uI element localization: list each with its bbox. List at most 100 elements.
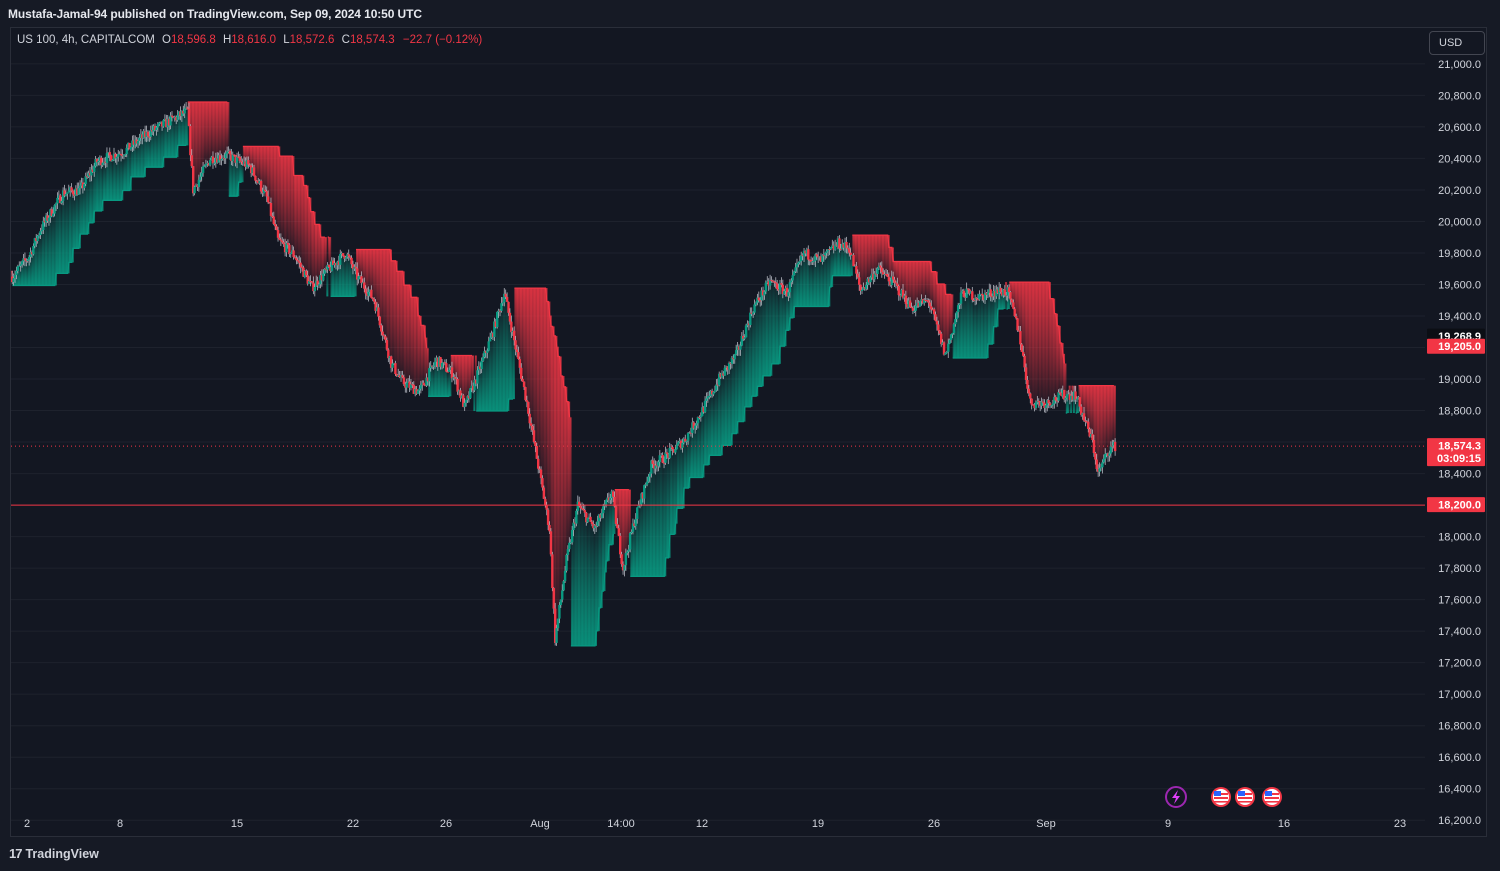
bearish-candle [985,292,988,295]
bullish-candle [184,107,188,109]
bearish-candle [172,116,175,118]
tradingview-logo[interactable]: 17 TradingView [9,846,99,861]
bullish-candle [40,230,44,232]
bullish-band-fill [631,523,634,577]
bullish-band-fill [570,529,573,646]
bearish-candle [248,164,251,166]
bullish-band-fill [993,291,996,327]
bearish-candle [679,440,683,449]
bearish-candle [415,389,418,394]
bearish-candle [1031,404,1035,406]
bullish-candle [322,273,325,281]
bullish-band-fill [952,324,955,358]
bearish-band-fill [309,197,312,282]
bullish-band-fill [753,304,756,397]
bearish-band-fill [1053,298,1056,404]
bearish-candle [546,509,550,525]
bearish-candle [719,373,722,378]
bullish-band-fill [90,169,93,223]
bearish-band-fill [1099,385,1102,469]
bullish-candle [640,493,643,505]
bearish-band-fill [216,102,219,163]
bullish-candle [973,298,977,300]
bearish-band-fill [474,355,477,384]
bearish-band-fill [921,261,924,304]
bullish-band-fill [826,249,829,307]
bullish-band-fill [166,118,169,158]
bearish-band-fill [375,249,378,311]
bearish-band-fill [1046,282,1049,406]
low-value: 18,572.6 [289,34,335,46]
bullish-band-fill [169,115,172,158]
bearish-candle [549,531,553,555]
bullish-band-fill [237,156,240,197]
bearish-band-fill [918,261,921,307]
bullish-candle [866,278,869,285]
currency-button[interactable]: USD [1429,31,1485,55]
bullish-candle [57,195,61,198]
bullish-candle [903,295,906,298]
bullish-band-fill [635,507,639,577]
bearish-candle [88,173,92,176]
lightning-icon[interactable] [1165,786,1187,808]
bearish-band-fill [293,175,296,259]
x-tick-label: 16 [1278,818,1290,830]
bullish-candle [213,162,216,164]
bullish-candle [647,476,650,482]
bullish-candle [117,154,120,157]
bullish-band-fill [764,282,767,376]
bullish-band-fill [688,432,691,489]
bullish-candle [733,354,736,360]
bullish-candle [600,513,604,518]
bearish-candle [835,244,838,246]
bearish-band-fill [552,326,555,609]
bearish-candle [363,282,366,289]
y-tick-label: 20,800.0 [1438,90,1481,102]
us-flag-icon[interactable] [1262,787,1282,807]
y-tick-label: 20,200.0 [1438,185,1481,197]
us-flag-icon[interactable] [1211,787,1231,807]
bearish-candle [522,381,526,388]
bearish-band-fill [467,355,470,399]
bearish-band-fill [534,288,537,447]
bullish-candle [464,400,468,403]
bearish-band-fill [367,249,370,296]
bullish-candle [944,352,947,355]
bullish-band-fill [129,147,132,191]
bullish-band-fill [582,508,585,646]
bullish-band-fill [958,303,961,358]
bullish-candle [68,187,72,191]
bearish-candle [737,346,741,350]
bullish-band-fill [660,454,663,577]
bearish-candle [662,462,666,464]
bullish-candle [1064,397,1067,400]
bullish-candle [900,289,903,297]
bearish-band-fill [1111,385,1114,447]
bullish-candle [176,115,179,121]
bearish-candle [931,309,934,311]
bullish-candle [358,276,362,278]
bullish-candle [466,396,469,401]
us-flag-icon[interactable] [1235,787,1255,807]
bearish-band-fill [897,261,900,296]
bullish-candle [563,570,567,582]
bearish-candle [891,276,895,280]
bullish-candle [630,531,633,534]
bearish-band-fill [252,146,255,176]
bullish-band-fill [95,159,98,212]
bearish-candle [1022,351,1025,356]
bearish-candle [459,390,462,398]
bearish-candle [146,131,150,137]
bullish-band-fill [726,366,729,446]
x-tick-label: 14:00 [607,818,635,830]
y-tick-label: 17,800.0 [1438,563,1481,575]
bullish-band-fill [1075,398,1078,414]
bullish-candle [718,373,721,386]
bullish-band-fill [71,190,74,263]
bearish-band-fill [941,284,944,345]
bullish-band-fill [498,310,501,412]
bearish-band-fill [381,249,384,336]
bullish-candle [825,251,828,254]
bullish-candle [686,433,690,441]
